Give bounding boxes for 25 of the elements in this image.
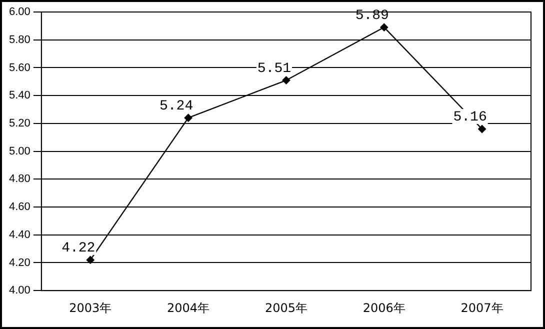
y-tick-label: 5.80 [8,34,30,46]
y-tick-label: 5.00 [8,145,30,158]
y-tick-label: 4.80 [8,173,30,186]
data-label: 5.24 [159,98,194,115]
point [380,23,388,32]
data-label: 5.51 [257,60,292,77]
data-label: 5.16 [453,110,487,126]
x-tick-label: 2005年 [264,300,308,315]
point [282,76,290,84]
x-tick-label: 2006年 [362,300,406,315]
y-tick-label: 4.40 [8,228,30,241]
y-tick-label: 5.60 [8,62,30,74]
x-tick-label: 2003年 [69,300,112,315]
point [478,125,486,134]
y-tick-label: 4.00 [8,284,30,297]
x-tick-label: 2004年 [167,300,210,315]
data-label: 4.22 [62,240,96,257]
point [184,114,192,122]
y-tick-label: 5.20 [8,117,30,130]
y-tick-label: 4.60 [8,201,30,214]
y-tick-label: 6.00 [8,6,30,18]
y-tick-label: 5.40 [8,90,30,102]
y-tick-label: 4.20 [8,256,30,269]
point [86,256,94,264]
x-tick-label: 2007年 [460,300,504,315]
